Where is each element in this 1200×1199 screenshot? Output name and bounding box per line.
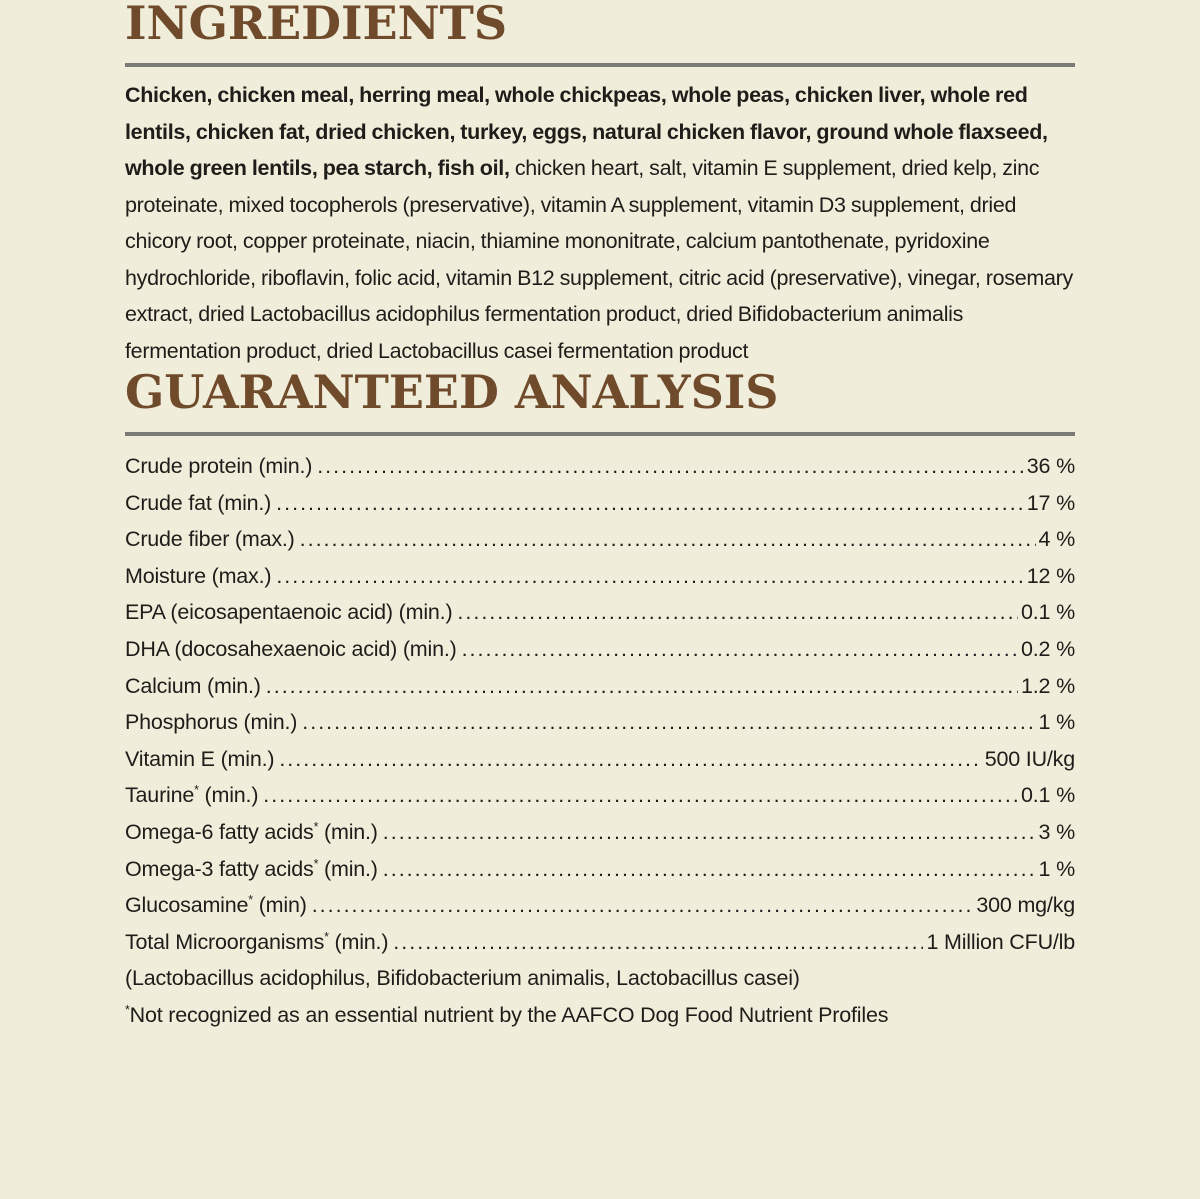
analysis-value: 1 Million CFU/lb — [926, 929, 1075, 954]
label-asterisk: * — [313, 856, 319, 871]
label-content: INGREDIENTS Chicken, chicken meal, herri… — [125, 0, 1075, 1034]
dot-leader: ........................................… — [382, 856, 1036, 881]
analysis-row: Calcium (min.)..........................… — [125, 668, 1075, 705]
analysis-row: Glucosamine* (min)......................… — [125, 887, 1075, 924]
analysis-label: Crude fat (min.) — [125, 490, 272, 515]
analysis-label: Crude fiber (max.) — [125, 527, 295, 552]
analysis-value: 12 % — [1026, 563, 1075, 588]
analysis-row: Omega-6 fatty acids* (min.).............… — [125, 814, 1075, 851]
analysis-value: 4 % — [1038, 527, 1076, 552]
dot-leader: ........................................… — [263, 783, 1018, 808]
analysis-row: Crude fiber (max.)......................… — [125, 521, 1075, 558]
ingredients-divider — [125, 63, 1075, 67]
analysis-row: Crude protein (min.)....................… — [125, 448, 1075, 485]
analysis-value: 0.1 % — [1021, 783, 1075, 808]
analysis-value: 36 % — [1026, 454, 1075, 478]
ingredients-primary-list: Chicken, chicken meal, herring meal, who… — [125, 83, 1048, 180]
analysis-value: 1 % — [1038, 856, 1076, 881]
guaranteed-analysis-title: GUARANTEED ANALYSIS — [125, 365, 779, 419]
analysis-value: 1.2 % — [1021, 673, 1075, 698]
analysis-row: Phosphorus (min.).......................… — [125, 704, 1075, 741]
ingredients-section: INGREDIENTS Chicken, chicken meal, herri… — [125, 0, 1075, 369]
analysis-label: Total Microorganisms* (min.) — [125, 929, 389, 954]
analysis-value: 0.2 % — [1021, 636, 1075, 661]
ingredients-title: INGREDIENTS — [125, 0, 508, 50]
dot-leader: ........................................… — [311, 893, 974, 918]
analysis-value: 1 % — [1038, 710, 1076, 735]
analysis-row: DHA (docosahexaenoic acid) (min.).......… — [125, 631, 1075, 668]
analysis-label: Vitamin E (min.) — [125, 746, 275, 771]
analysis-row: Taurine* (min.).........................… — [125, 777, 1075, 814]
microorganisms-detail: (Lactobacillus acidophilus, Bifidobacter… — [125, 966, 800, 991]
dot-leader: ........................................… — [461, 636, 1019, 661]
footnote-text: Not recognized as an essential nutrient … — [129, 1002, 889, 1027]
analysis-row: Total Microorganisms* (min.)............… — [125, 924, 1075, 961]
analysis-row: Crude fat (min.)........................… — [125, 485, 1075, 522]
footnote-asterisk: * — [125, 1002, 130, 1017]
dot-leader: ........................................… — [299, 527, 1036, 552]
label-asterisk: * — [248, 892, 253, 907]
ingredients-text: Chicken, chicken meal, herring meal, who… — [125, 77, 1075, 369]
analysis-row: EPA (eicosapentaenoic acid) (min.)......… — [125, 594, 1075, 631]
analysis-label: Omega-3 fatty acids* (min.) — [125, 856, 378, 881]
analysis-label: Calcium (min.) — [125, 673, 261, 698]
analysis-label: DHA (docosahexaenoic acid) (min.) — [125, 636, 457, 661]
analysis-row: Omega-3 fatty acids* (min.).............… — [125, 851, 1075, 888]
analysis-label: Moisture (max.) — [125, 563, 272, 588]
ingredients-secondary-list: chicken heart, salt, vitamin E supplemen… — [125, 156, 1073, 363]
analysis-value: 17 % — [1026, 490, 1075, 515]
dot-leader: ........................................… — [276, 563, 1023, 588]
analysis-row: Vitamin E (min.)........................… — [125, 741, 1075, 778]
analysis-label: Omega-6 fatty acids* (min.) — [125, 819, 378, 844]
dot-leader: ........................................… — [279, 746, 981, 771]
analysis-label: Phosphorus (min.) — [125, 710, 298, 735]
guaranteed-analysis-section: GUARANTEED ANALYSIS Crude protein (min.)… — [125, 369, 1075, 1034]
analysis-value: 3 % — [1038, 819, 1076, 844]
dot-leader: ........................................… — [457, 600, 1019, 625]
analysis-divider — [125, 432, 1075, 436]
analysis-value: 300 mg/kg — [976, 893, 1075, 918]
analysis-label: Taurine* (min.) — [125, 783, 259, 808]
label-asterisk: * — [313, 819, 319, 834]
analysis-value: 0.1 % — [1021, 600, 1075, 625]
dot-leader: ........................................… — [276, 490, 1024, 515]
analysis-label: Glucosamine* (min) — [125, 892, 307, 918]
dot-leader: ........................................… — [317, 454, 1024, 478]
aafco-footnote: *Not recognized as an essential nutrient… — [125, 997, 1075, 1034]
analysis-label: Crude protein (min.) — [125, 454, 313, 478]
analysis-table: Crude protein (min.)....................… — [125, 448, 1075, 960]
analysis-value: 500 IU/kg — [984, 746, 1075, 771]
dot-leader: ........................................… — [382, 819, 1036, 844]
dot-leader: ........................................… — [302, 710, 1036, 735]
label-asterisk: * — [194, 783, 199, 798]
analysis-row: Moisture (max.).........................… — [125, 558, 1075, 595]
dot-leader: ........................................… — [265, 673, 1018, 698]
analysis-label: EPA (eicosapentaenoic acid) (min.) — [125, 600, 453, 625]
dot-leader: ........................................… — [393, 929, 923, 954]
label-asterisk: * — [324, 929, 329, 944]
